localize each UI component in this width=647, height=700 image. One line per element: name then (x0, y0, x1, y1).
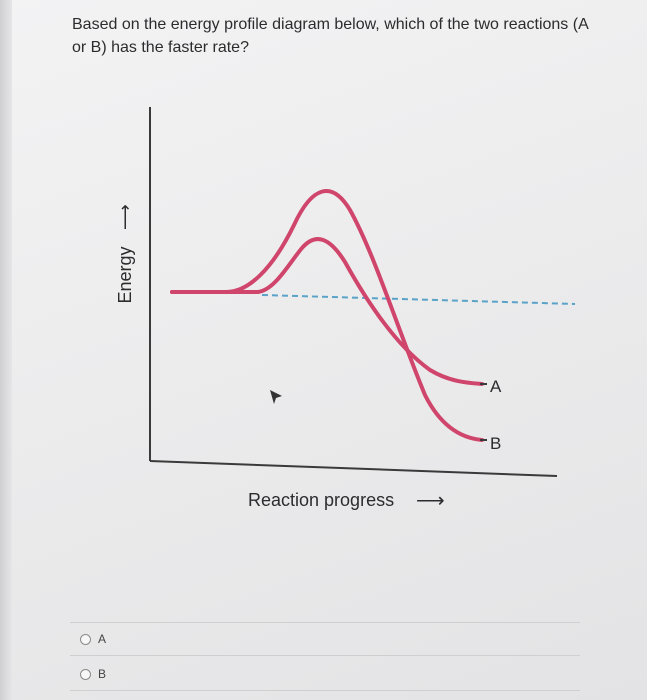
x-axis (149, 460, 558, 477)
question-line-2: or B) has the faster rate? (72, 39, 249, 56)
divider (70, 622, 580, 623)
x-axis-label: Reaction progress (248, 490, 394, 510)
divider (70, 690, 580, 691)
curve-b-label: B (490, 434, 501, 453)
dashed-energy-line (261, 294, 576, 305)
radio-a[interactable] (80, 633, 91, 645)
divider (70, 655, 580, 656)
curve-b (170, 189, 484, 442)
page-edge (0, 0, 12, 700)
question-text: Based on the energy profile diagram belo… (72, 13, 632, 59)
radio-b[interactable] (80, 668, 91, 680)
option-b[interactable]: B (80, 667, 106, 681)
question-line-1: Based on the energy profile diagram belo… (72, 16, 589, 33)
curve-a-label: A (490, 377, 502, 396)
option-b-label: B (98, 667, 107, 681)
y-axis-arrow: ⟶ (115, 204, 135, 230)
x-axis-arrow: ⟶ (416, 490, 445, 512)
option-a-label: A (98, 632, 107, 646)
y-axis-label: Energy (115, 246, 135, 303)
curve-a (170, 237, 484, 386)
option-a[interactable]: A (80, 632, 106, 646)
cursor-icon (270, 390, 282, 404)
